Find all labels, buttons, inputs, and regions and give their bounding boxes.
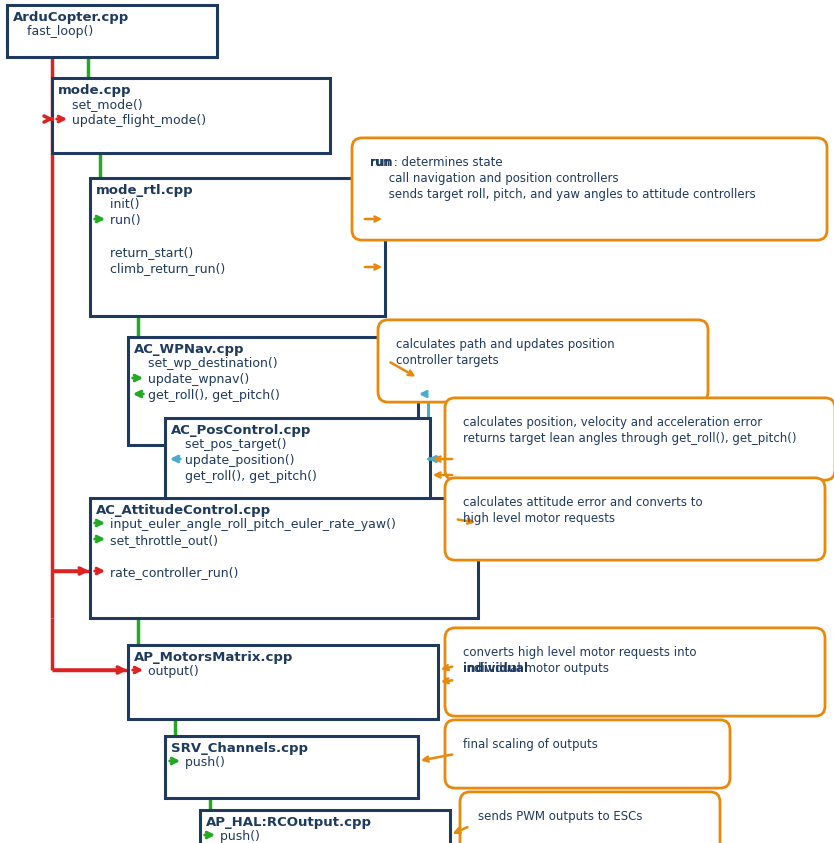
FancyBboxPatch shape	[200, 810, 450, 843]
FancyBboxPatch shape	[128, 645, 438, 719]
Text: get_roll(), get_pitch(): get_roll(), get_pitch()	[132, 389, 280, 402]
Text: return_start(): return_start()	[94, 246, 193, 259]
Text: get_roll(), get_pitch(): get_roll(), get_pitch()	[169, 470, 317, 483]
Text: set_pos_target(): set_pos_target()	[169, 438, 287, 451]
Text: rate_controller_run(): rate_controller_run()	[94, 566, 239, 579]
Text: run: run	[370, 156, 393, 169]
Text: set_throttle_out(): set_throttle_out()	[94, 534, 218, 547]
Text: update_wpnav(): update_wpnav()	[132, 373, 249, 386]
Text: individual motor outputs: individual motor outputs	[463, 662, 609, 675]
Text: calculates path and updates position: calculates path and updates position	[396, 338, 615, 351]
Text: output(): output()	[132, 665, 198, 678]
FancyBboxPatch shape	[445, 628, 825, 716]
Text: set_wp_destination(): set_wp_destination()	[132, 357, 278, 370]
Text: sends PWM outputs to ESCs: sends PWM outputs to ESCs	[478, 810, 642, 823]
Text: run(): run()	[94, 214, 141, 227]
Text: fast_loop(): fast_loop()	[11, 25, 93, 38]
FancyBboxPatch shape	[90, 498, 478, 618]
Text: input_euler_angle_roll_pitch_euler_rate_yaw(): input_euler_angle_roll_pitch_euler_rate_…	[94, 518, 396, 531]
FancyBboxPatch shape	[378, 319, 708, 402]
Text: returns target lean angles through get_roll(), get_pitch(): returns target lean angles through get_r…	[463, 432, 796, 445]
Text: high level motor requests: high level motor requests	[463, 512, 615, 525]
FancyBboxPatch shape	[90, 178, 385, 316]
FancyBboxPatch shape	[445, 398, 834, 481]
FancyBboxPatch shape	[165, 736, 418, 798]
Text: sends target roll, pitch, and yaw angles to attitude controllers: sends target roll, pitch, and yaw angles…	[370, 188, 756, 201]
Text: AC_PosControl.cpp: AC_PosControl.cpp	[171, 424, 311, 437]
FancyBboxPatch shape	[352, 138, 827, 240]
Text: mode_rtl.cpp: mode_rtl.cpp	[96, 184, 193, 197]
Text: push(): push()	[204, 830, 260, 843]
Text: AP_MotorsMatrix.cpp: AP_MotorsMatrix.cpp	[134, 651, 294, 664]
Text: SRV_Channels.cpp: SRV_Channels.cpp	[171, 742, 308, 755]
Text: AC_AttitudeControl.cpp: AC_AttitudeControl.cpp	[96, 504, 271, 517]
FancyBboxPatch shape	[7, 5, 217, 57]
Text: mode.cpp: mode.cpp	[58, 84, 132, 97]
Text: update_flight_mode(): update_flight_mode()	[56, 114, 206, 127]
Text: controller targets: controller targets	[396, 354, 499, 367]
Text: init(): init()	[94, 198, 139, 211]
Text: call navigation and position controllers: call navigation and position controllers	[370, 172, 619, 185]
Text: final scaling of outputs: final scaling of outputs	[463, 738, 598, 751]
FancyBboxPatch shape	[445, 720, 730, 788]
Text: AP_HAL:RCOutput.cpp: AP_HAL:RCOutput.cpp	[206, 816, 372, 829]
FancyBboxPatch shape	[52, 78, 330, 153]
Text: calculates attitude error and converts to: calculates attitude error and converts t…	[463, 496, 702, 509]
FancyBboxPatch shape	[165, 418, 430, 516]
Text: ArduCopter.cpp: ArduCopter.cpp	[13, 11, 129, 24]
Text: push(): push()	[169, 756, 225, 769]
Text: converts high level motor requests into: converts high level motor requests into	[463, 646, 696, 659]
FancyBboxPatch shape	[128, 337, 418, 445]
Text: set_mode(): set_mode()	[56, 98, 143, 111]
Text: calculates position, velocity and acceleration error: calculates position, velocity and accele…	[463, 416, 762, 429]
Text: update_position(): update_position()	[169, 454, 294, 467]
Text: individual: individual	[463, 662, 528, 675]
Text: run : determines state: run : determines state	[370, 156, 503, 169]
Text: climb_return_run(): climb_return_run()	[94, 262, 225, 275]
Text: AC_WPNav.cpp: AC_WPNav.cpp	[134, 343, 244, 356]
FancyBboxPatch shape	[445, 478, 825, 560]
FancyBboxPatch shape	[460, 792, 720, 843]
